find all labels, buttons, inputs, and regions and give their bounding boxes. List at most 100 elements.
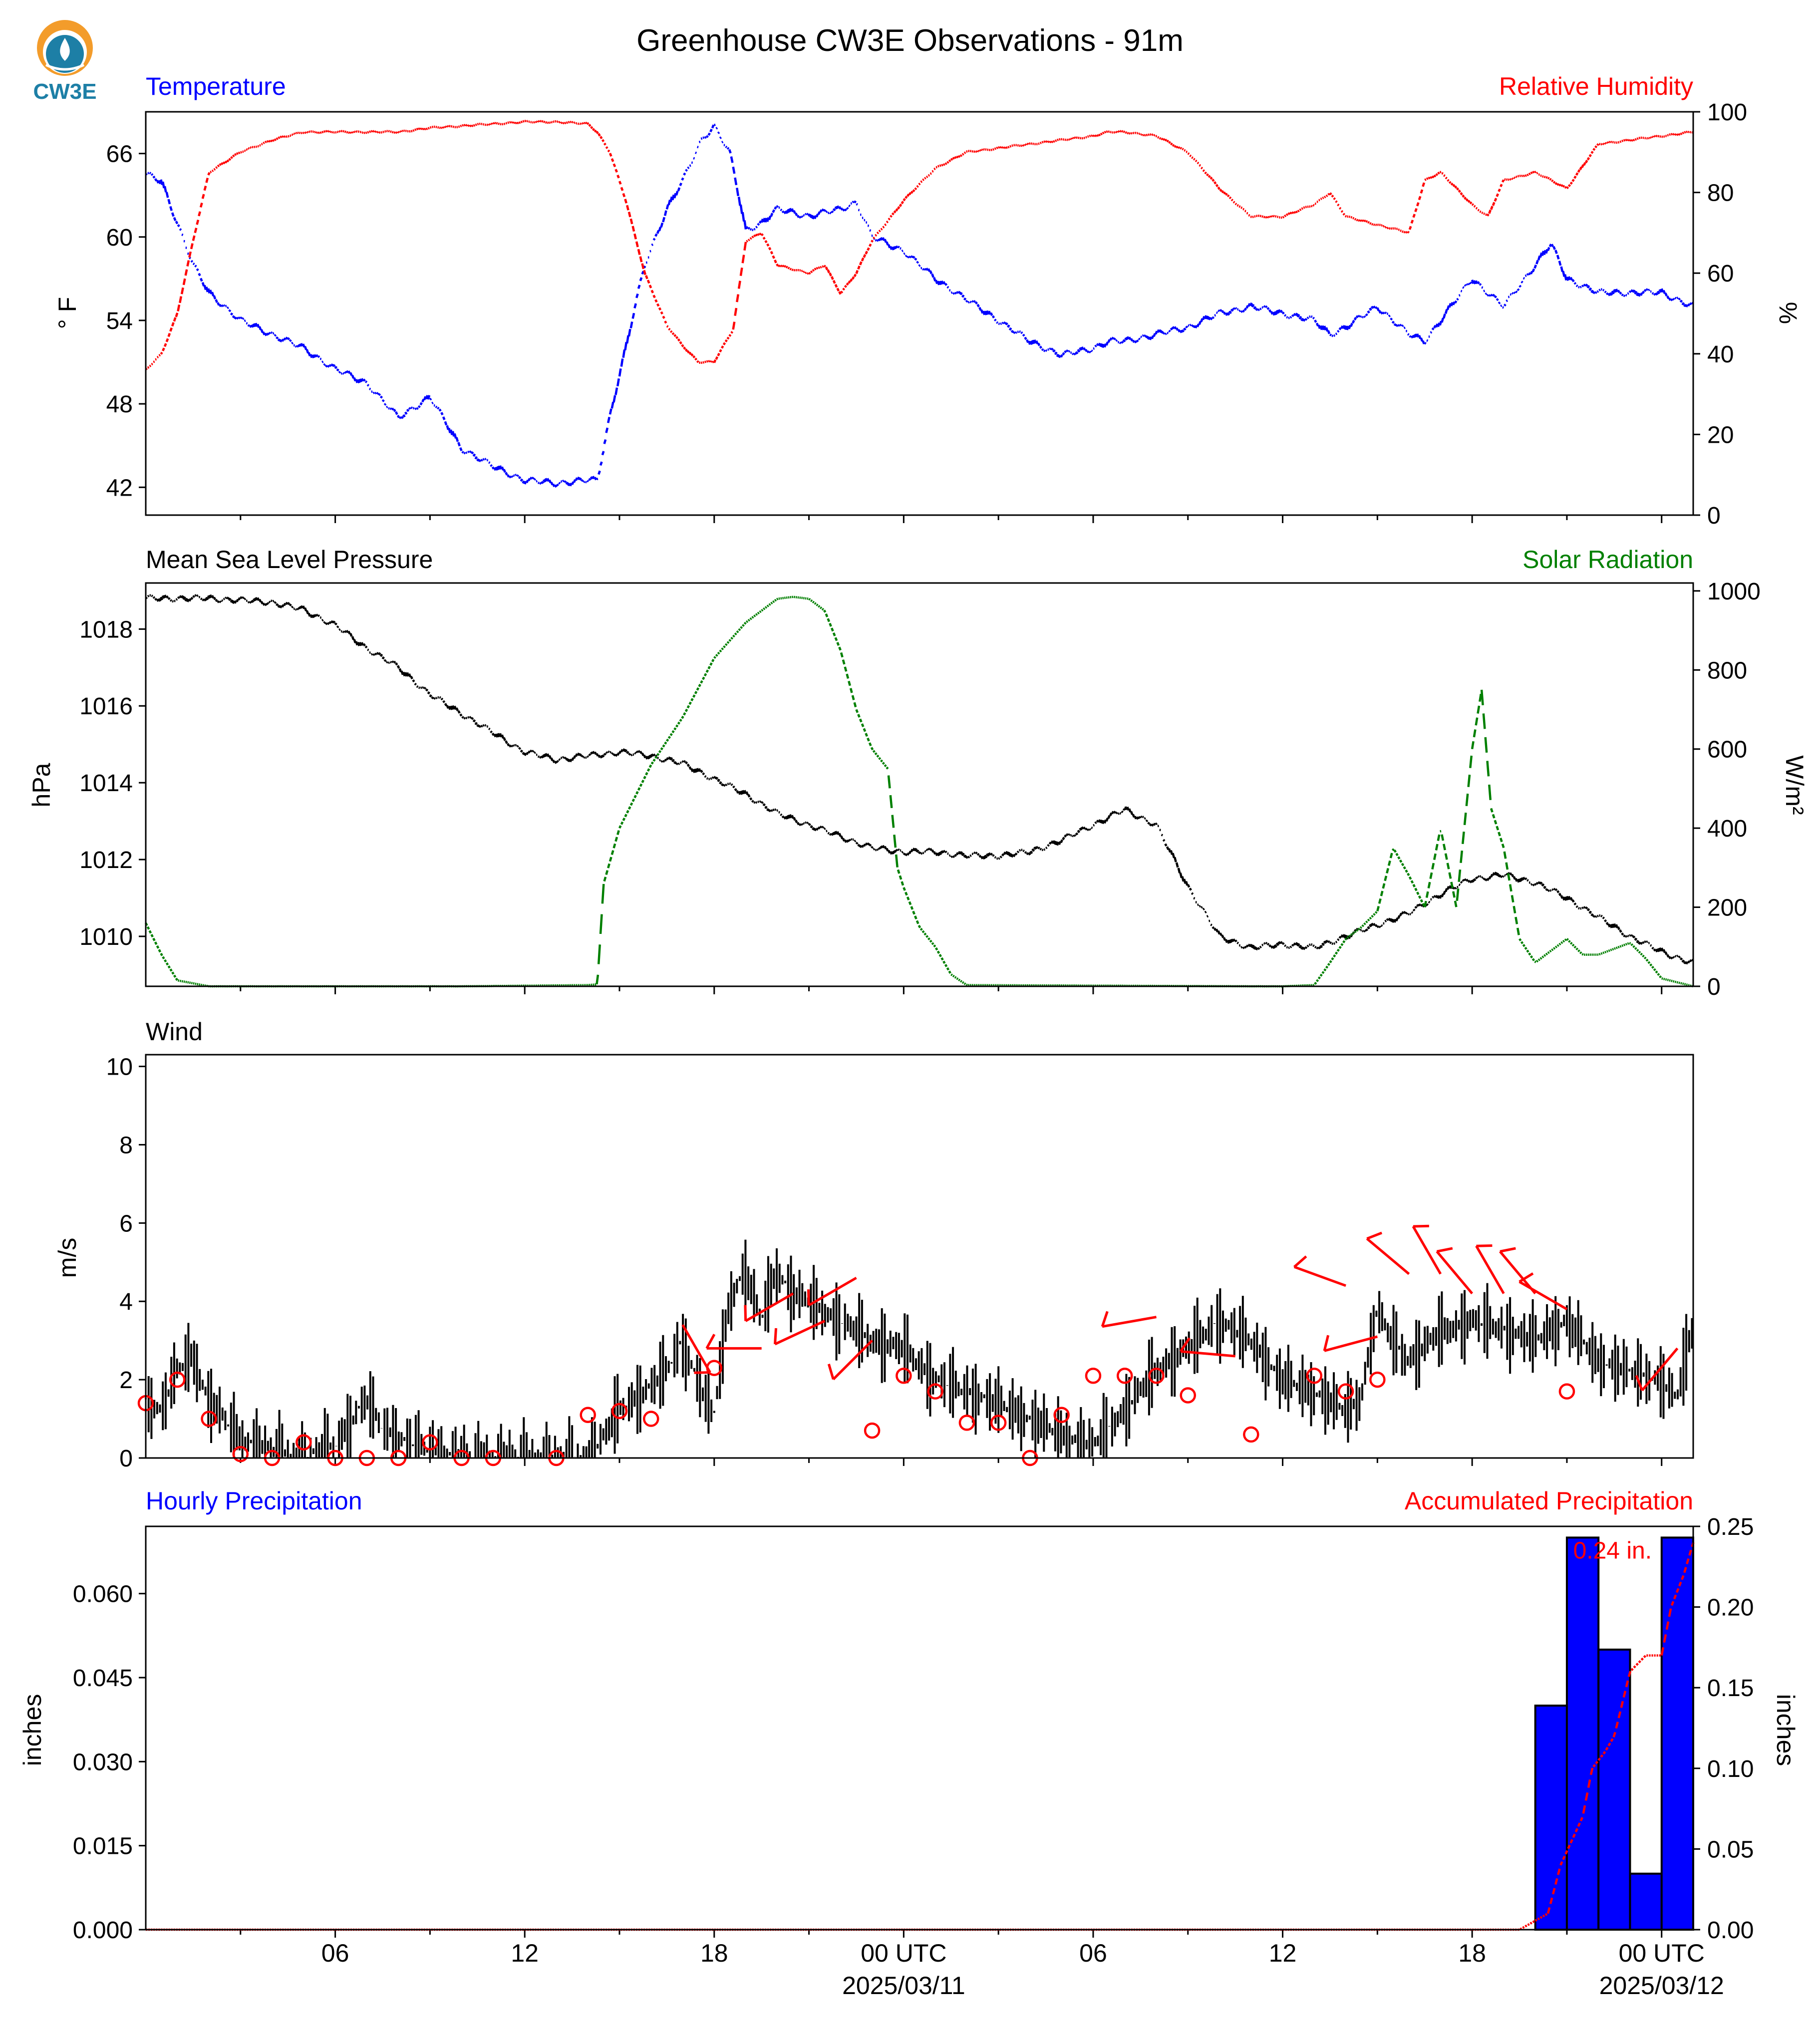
x-tick-label: 00 UTC	[1619, 1939, 1705, 1967]
wind-calm-marker	[1148, 1368, 1165, 1384]
wind-barb-flag	[1179, 1337, 1191, 1352]
y-axis-label-left: inches	[18, 1694, 46, 1766]
y-tick-label-left: 0.015	[73, 1833, 133, 1860]
wind-barb-staff	[1366, 1237, 1410, 1275]
wind-barb	[807, 1276, 857, 1307]
wind-direction-markers	[137, 1224, 1679, 1466]
plot-area: 1010 1012 1014 1016 1018 0 200 400 600 800 1000	[79, 579, 1761, 1000]
y-axis-label-left: m/s	[53, 1238, 81, 1278]
panel-title-left: Wind	[146, 1018, 203, 1046]
total-precip-label: 0.24 in.	[1573, 1538, 1652, 1564]
wind-barb-flag	[1366, 1231, 1383, 1240]
wind-barb-staff	[1436, 1250, 1474, 1295]
y-axis-label-right: %	[1774, 302, 1802, 324]
wind-barb-staff	[1518, 1280, 1568, 1311]
wind-calm-marker	[169, 1371, 186, 1388]
wind-barb	[1635, 1347, 1679, 1392]
wind-barb-staff	[808, 1276, 857, 1307]
y-tick-label-right: 0.00	[1707, 1917, 1754, 1944]
y-tick-label-left: 48	[106, 391, 133, 418]
plot-frame	[145, 582, 1694, 987]
wind-barb	[1101, 1311, 1157, 1328]
wind-barb-flag	[1436, 1247, 1453, 1253]
y-tick-label-left: 1016	[79, 693, 133, 720]
temperature-humidity-panel: Temperature Relative Humidity ° F % 42 48…	[53, 72, 1802, 529]
x-tick-label: 06	[1079, 1939, 1107, 1967]
y-tick-label-left: 1018	[79, 616, 133, 643]
wind-barb-flag	[774, 1328, 778, 1345]
logo-text: CW3E	[33, 79, 96, 104]
y-tick-label-right: 0.20	[1707, 1595, 1754, 1621]
wind-panel: Wind m/s 0 2 4 6 8 10	[53, 1018, 1694, 1472]
wind-barb-flag	[744, 1305, 747, 1321]
wind-barb-staff	[832, 1339, 873, 1381]
series-trace	[145, 123, 1694, 488]
wind-barb-flag	[1500, 1247, 1516, 1253]
wind-barb-flag	[705, 1334, 716, 1349]
series-left	[145, 1239, 1693, 1458]
y-tick-label-left: 0.000	[73, 1917, 133, 1944]
wind-calm-marker	[580, 1407, 596, 1423]
wind-calm-marker	[896, 1368, 912, 1384]
y-tick-label-right: 0	[1707, 974, 1721, 1000]
y-tick-label-right: 60	[1707, 261, 1734, 287]
y-tick-label-left: 4	[119, 1289, 133, 1315]
cw3e-logo: CW3E	[33, 20, 97, 104]
wind-barb-flag	[1518, 1272, 1534, 1283]
wind-barb	[705, 1334, 762, 1350]
y-axis-label-right: inches	[1772, 1694, 1800, 1766]
y-tick-label-right: 0.25	[1707, 1514, 1754, 1540]
series-right	[144, 595, 1694, 988]
y-tick-label-left: 60	[106, 225, 133, 251]
wind-barb-flag	[807, 1289, 810, 1306]
y-tick-label-left: 1014	[79, 770, 133, 797]
wind-barb-staff	[1293, 1265, 1346, 1287]
x-tick-label: 00 UTC	[861, 1939, 946, 1967]
y-tick-label-right: 0.15	[1707, 1675, 1754, 1702]
wind-barb-flag	[1101, 1311, 1109, 1327]
x-tick-label: 12	[511, 1939, 539, 1967]
plot-area: 42 48 54 60 66 0 20 40 60 80 100	[106, 99, 1747, 529]
precip-bar	[1534, 1705, 1568, 1931]
x-date-label: 2025/03/11	[842, 1972, 965, 2000]
wind-calm-marker	[1116, 1368, 1133, 1384]
series-trace	[145, 594, 1694, 965]
logo-drop-icon	[60, 38, 70, 61]
y-tick-label-left: 1010	[79, 924, 133, 950]
wind-barb-staff	[1180, 1350, 1235, 1358]
y-tick-label-left: 0.045	[73, 1665, 133, 1692]
y-tick-label-left: 0.030	[73, 1749, 133, 1775]
wind-calm-marker	[958, 1415, 975, 1431]
wind-barb	[774, 1320, 826, 1346]
panel-title-right: Relative Humidity	[1499, 72, 1693, 100]
wind-barb-staff	[1412, 1225, 1442, 1275]
series-trace	[144, 595, 1694, 988]
wind-calm-marker	[1369, 1371, 1386, 1388]
plot-area: 0.000 0.015 0.030 0.045 0.060 0.00 0.05 0.10 0.1…	[73, 1514, 1754, 1944]
wind-calm-marker	[201, 1411, 217, 1427]
precipitation-panel: Hourly Precipitation Accumulated Precipi…	[18, 1487, 1800, 1944]
wind-barb	[1475, 1244, 1505, 1294]
y-tick-label-left: 10	[106, 1054, 133, 1081]
wind-calm-marker	[990, 1415, 1007, 1431]
y-tick-label-right: 1000	[1707, 579, 1761, 605]
y-tick-label-right: 0	[1707, 503, 1721, 529]
y-axis-label-left: ° F	[53, 297, 81, 329]
accumulated-trace	[146, 1542, 1695, 1931]
y-tick-label-left: 0.060	[73, 1581, 133, 1608]
plot-area: 0 2 4 6 8 10	[106, 1054, 1694, 1472]
wind-calm-marker	[864, 1422, 881, 1439]
y-tick-label-right: 20	[1707, 422, 1734, 448]
wind-barb-staff	[681, 1324, 711, 1373]
figure-title: Greenhouse CW3E Observations - 91m	[636, 23, 1184, 58]
series-left	[145, 123, 1694, 488]
series-right	[145, 119, 1693, 370]
y-tick-label-right: 800	[1707, 657, 1747, 684]
panel-title-right: Accumulated Precipitation	[1405, 1487, 1693, 1515]
wind-calm-marker	[611, 1403, 628, 1420]
wind-barb-flag	[1635, 1375, 1643, 1391]
wind-calm-marker	[642, 1411, 659, 1427]
wind-calm-marker	[1243, 1426, 1259, 1443]
time-axis: 06 12 18 00 UTC 06 12 18 00 UTC 2025/03/11 2025/0…	[321, 1939, 1724, 2000]
wind-barb	[1293, 1255, 1346, 1287]
